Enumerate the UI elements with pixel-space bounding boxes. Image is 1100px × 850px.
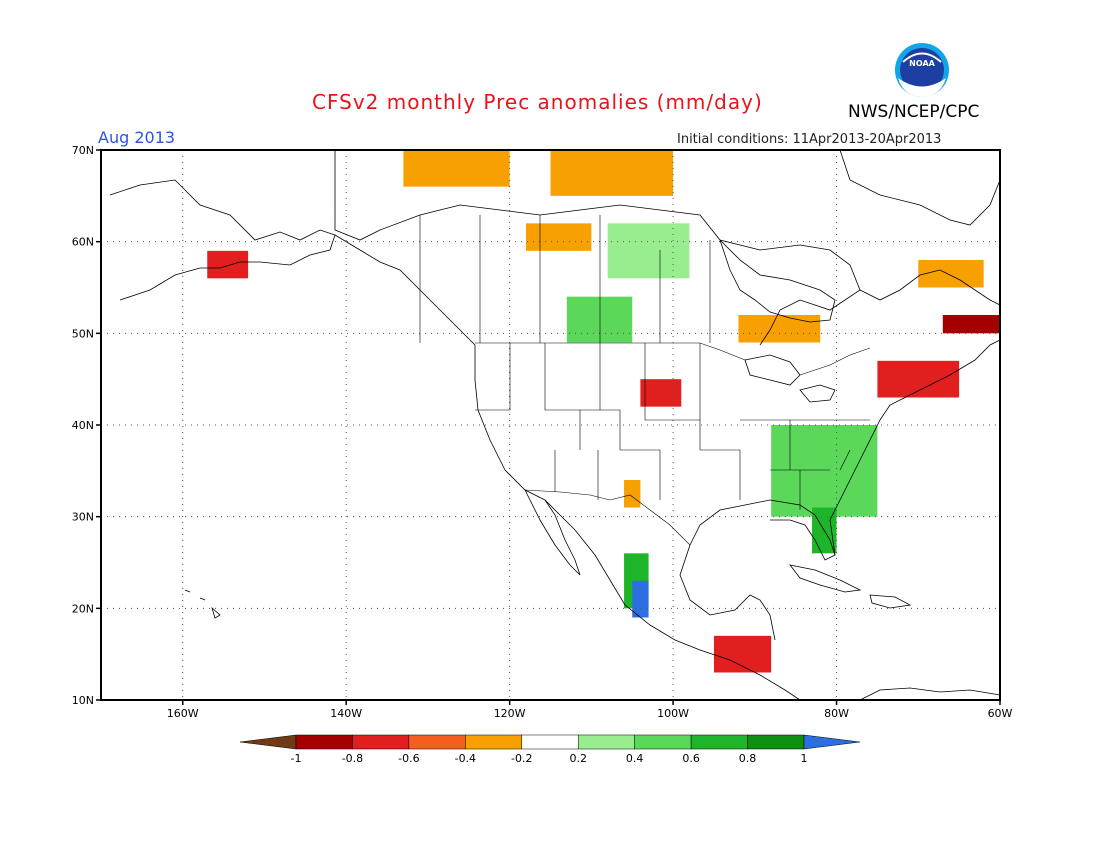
political-borders xyxy=(419,215,871,546)
anomaly-region xyxy=(632,580,649,618)
lat-tick-label: 50N xyxy=(72,327,94,340)
lon-tick-label: 140W xyxy=(330,707,362,720)
anomaly-region xyxy=(207,250,249,279)
lat-tick-label: 40N xyxy=(72,419,94,432)
latitude-axis: 70N 60N 50N 40N 30N 20N 10N xyxy=(72,144,101,707)
noaa-logo-text: NOAA xyxy=(909,59,935,68)
anomaly-region xyxy=(525,223,592,251)
hudson-bay xyxy=(719,239,836,323)
colorbar-tick-label: 0.2 xyxy=(569,752,587,765)
colorbar-tick-label: 1 xyxy=(801,752,808,765)
colorbar-low-extension xyxy=(239,734,297,750)
anomaly-region xyxy=(624,480,641,508)
colorbar-high-extension xyxy=(803,734,861,750)
colorbar-swatch xyxy=(295,734,353,750)
anomaly-region xyxy=(640,379,682,407)
colorbar-tick-label: -1 xyxy=(291,752,302,765)
anomaly-region xyxy=(566,296,633,343)
lon-tick-label: 160W xyxy=(167,707,199,720)
west-coast xyxy=(334,234,801,701)
lon-tick-label: 80W xyxy=(824,707,849,720)
colorbar-swatch xyxy=(408,734,466,750)
anomaly-region xyxy=(942,315,1000,334)
colorbar-tick-label: -0.8 xyxy=(342,752,363,765)
anomaly-region xyxy=(550,150,674,196)
colorbar-tick-label: -0.2 xyxy=(511,752,532,765)
lat-tick-label: 30N xyxy=(72,511,94,524)
anomaly-region xyxy=(771,425,878,517)
lon-tick-label: 100W xyxy=(657,707,689,720)
us-state-lines xyxy=(475,343,870,510)
labrador-coast xyxy=(859,269,1001,306)
anomaly-region xyxy=(918,260,984,288)
canada-arctic-coast xyxy=(334,150,861,346)
anomaly-region xyxy=(877,360,960,398)
lat-tick-label: 20N xyxy=(72,602,94,615)
anomaly-region xyxy=(403,150,510,187)
cuba xyxy=(789,564,862,593)
baja-peninsula xyxy=(524,489,581,576)
longitude-axis: 160W 140W 120W 100W 80W 60W xyxy=(167,700,1013,720)
gulf-coast xyxy=(689,499,836,561)
colorbar-swatch xyxy=(690,734,748,750)
colorbar-tick-label: 0.8 xyxy=(739,752,757,765)
anomaly-layer xyxy=(207,150,1000,673)
lon-tick-label: 60W xyxy=(988,707,1013,720)
greenland-coast xyxy=(839,149,1001,226)
colorbar-swatch xyxy=(634,734,692,750)
south-america-coast xyxy=(859,687,1001,701)
colorbar-tick-label: -0.6 xyxy=(398,752,419,765)
lon-tick-label: 120W xyxy=(494,707,526,720)
lat-tick-label: 60N xyxy=(72,236,94,249)
initial-conditions: Initial conditions: 11Apr2013-20Apr2013 xyxy=(677,132,942,147)
lat-tick-label: 10N xyxy=(72,694,94,707)
colorbar-tick-label: 0.4 xyxy=(626,752,644,765)
hawaii xyxy=(184,589,221,619)
forecast-month: Aug 2013 xyxy=(98,128,176,147)
colorbar-tick-label: -0.4 xyxy=(455,752,476,765)
colorbar-swatch xyxy=(465,734,523,750)
us-mexico-border xyxy=(524,489,691,546)
anomaly-region xyxy=(713,635,772,673)
noaa-logo: NOAA xyxy=(895,43,949,97)
anomaly-region xyxy=(607,223,690,279)
colorbar-tick-label: 0.6 xyxy=(682,752,700,765)
colorbar-swatch xyxy=(352,734,410,750)
colorbar-swatch xyxy=(521,734,579,750)
anomaly-region xyxy=(738,315,821,343)
page-title: CFSv2 monthly Prec anomalies (mm/day) xyxy=(312,90,763,114)
colorbar-swatch xyxy=(747,734,805,750)
canada-provinces xyxy=(419,215,711,343)
hispaniola xyxy=(869,594,912,609)
agency-label: NWS/NCEP/CPC xyxy=(848,102,980,122)
us-canada-border xyxy=(475,342,871,376)
great-lakes xyxy=(744,354,836,403)
yucatan xyxy=(679,544,776,641)
colorbar-swatch xyxy=(577,734,635,750)
colorbar: -1 -0.8 -0.6 -0.4 -0.2 0.2 0.4 0.6 0.8 1 xyxy=(239,734,861,765)
lat-tick-label: 70N xyxy=(72,144,94,157)
coastlines xyxy=(109,149,1001,701)
east-coast xyxy=(829,339,1001,556)
alaska-coast xyxy=(109,179,336,301)
